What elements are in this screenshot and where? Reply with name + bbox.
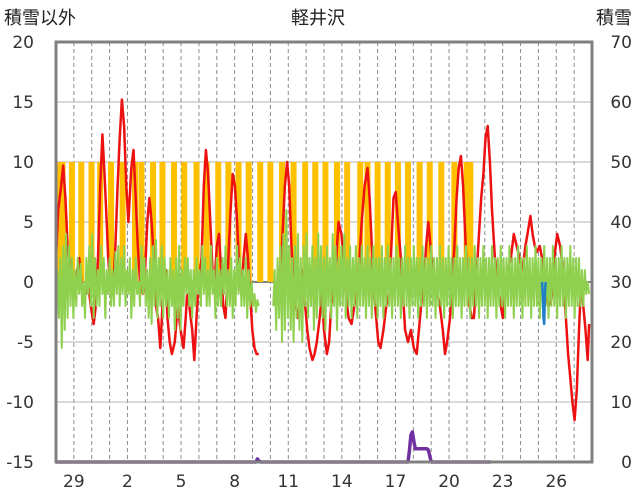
series-line-3: [55, 233, 260, 349]
snow-bar: [78, 162, 85, 282]
snow-bar: [181, 162, 188, 282]
right-tick-label: 20: [610, 333, 632, 353]
snow-bar: [322, 162, 329, 282]
snow-bar: [245, 162, 252, 282]
line-series: [54, 98, 591, 464]
chart-title: 軽井沢: [291, 8, 345, 29]
x-tick-label: 29: [63, 472, 85, 492]
left-axis-label: 積雪以外: [4, 8, 76, 29]
left-tick-label: -5: [17, 333, 34, 353]
x-tick-label: 17: [385, 472, 407, 492]
snow-bar: [131, 162, 138, 282]
snow-bar: [119, 162, 126, 282]
series-line-5: [540, 281, 547, 326]
snow-bar: [193, 162, 200, 282]
snow-bar: [59, 162, 66, 282]
snow-bar: [364, 162, 371, 282]
left-tick-label: -10: [6, 393, 34, 413]
right-tick-label: 60: [610, 93, 632, 113]
snow-bar: [438, 162, 445, 282]
snow-bar: [150, 162, 157, 282]
snow-bar: [467, 162, 474, 282]
x-tick-label: 2: [122, 472, 133, 492]
snow-bar: [171, 162, 178, 282]
right-tick-label: 10: [610, 393, 632, 413]
series-line-6: [56, 430, 491, 464]
x-tick-label: 26: [545, 472, 567, 492]
right-tick-label: 0: [621, 453, 632, 473]
right-tick-label: 30: [610, 273, 632, 293]
snow-bar: [290, 162, 297, 282]
x-tick-label: 23: [492, 472, 514, 492]
snow-bar: [203, 162, 210, 282]
right-tick-label: 40: [610, 213, 632, 233]
snow-bar: [138, 162, 145, 282]
left-tick-label: 5: [23, 213, 34, 233]
snow-bar: [88, 162, 95, 282]
x-tick-label: 8: [229, 472, 240, 492]
left-tick-label: 10: [12, 153, 34, 173]
snow-bar: [159, 162, 166, 282]
snow-bar: [302, 162, 309, 282]
right-axis-label: 積雪: [596, 8, 632, 29]
snow-bar: [357, 162, 364, 282]
snow-bar: [267, 162, 274, 282]
plot-frame: [54, 40, 594, 464]
left-tick-label: -15: [6, 453, 34, 473]
x-tick-label: 11: [277, 472, 299, 492]
x-tick-label: 20: [438, 472, 460, 492]
right-tick-label: 50: [610, 153, 632, 173]
snow-bar: [257, 162, 264, 282]
snow-bar: [384, 162, 391, 282]
left-tick-label: 15: [12, 93, 34, 113]
snow-bar: [334, 162, 341, 282]
snow-bar: [215, 162, 222, 282]
x-tick-label: 14: [331, 472, 353, 492]
snow-bar: [312, 162, 319, 282]
left-tick-label: 0: [23, 273, 34, 293]
snow-bar: [416, 162, 423, 282]
snow-bar: [374, 162, 381, 282]
snow-bar: [463, 162, 470, 282]
series-line-4: [272, 209, 591, 343]
snow-bar: [68, 162, 75, 282]
snow-bar: [225, 162, 232, 282]
snow-bar: [108, 162, 115, 282]
x-tick-label: 5: [176, 472, 187, 492]
snow-bar: [426, 162, 433, 282]
right-tick-label: 70: [610, 33, 632, 53]
snow-bar: [344, 162, 351, 282]
snow-bar: [235, 162, 242, 282]
snow-bar: [405, 162, 412, 282]
left-tick-label: 20: [12, 33, 34, 53]
